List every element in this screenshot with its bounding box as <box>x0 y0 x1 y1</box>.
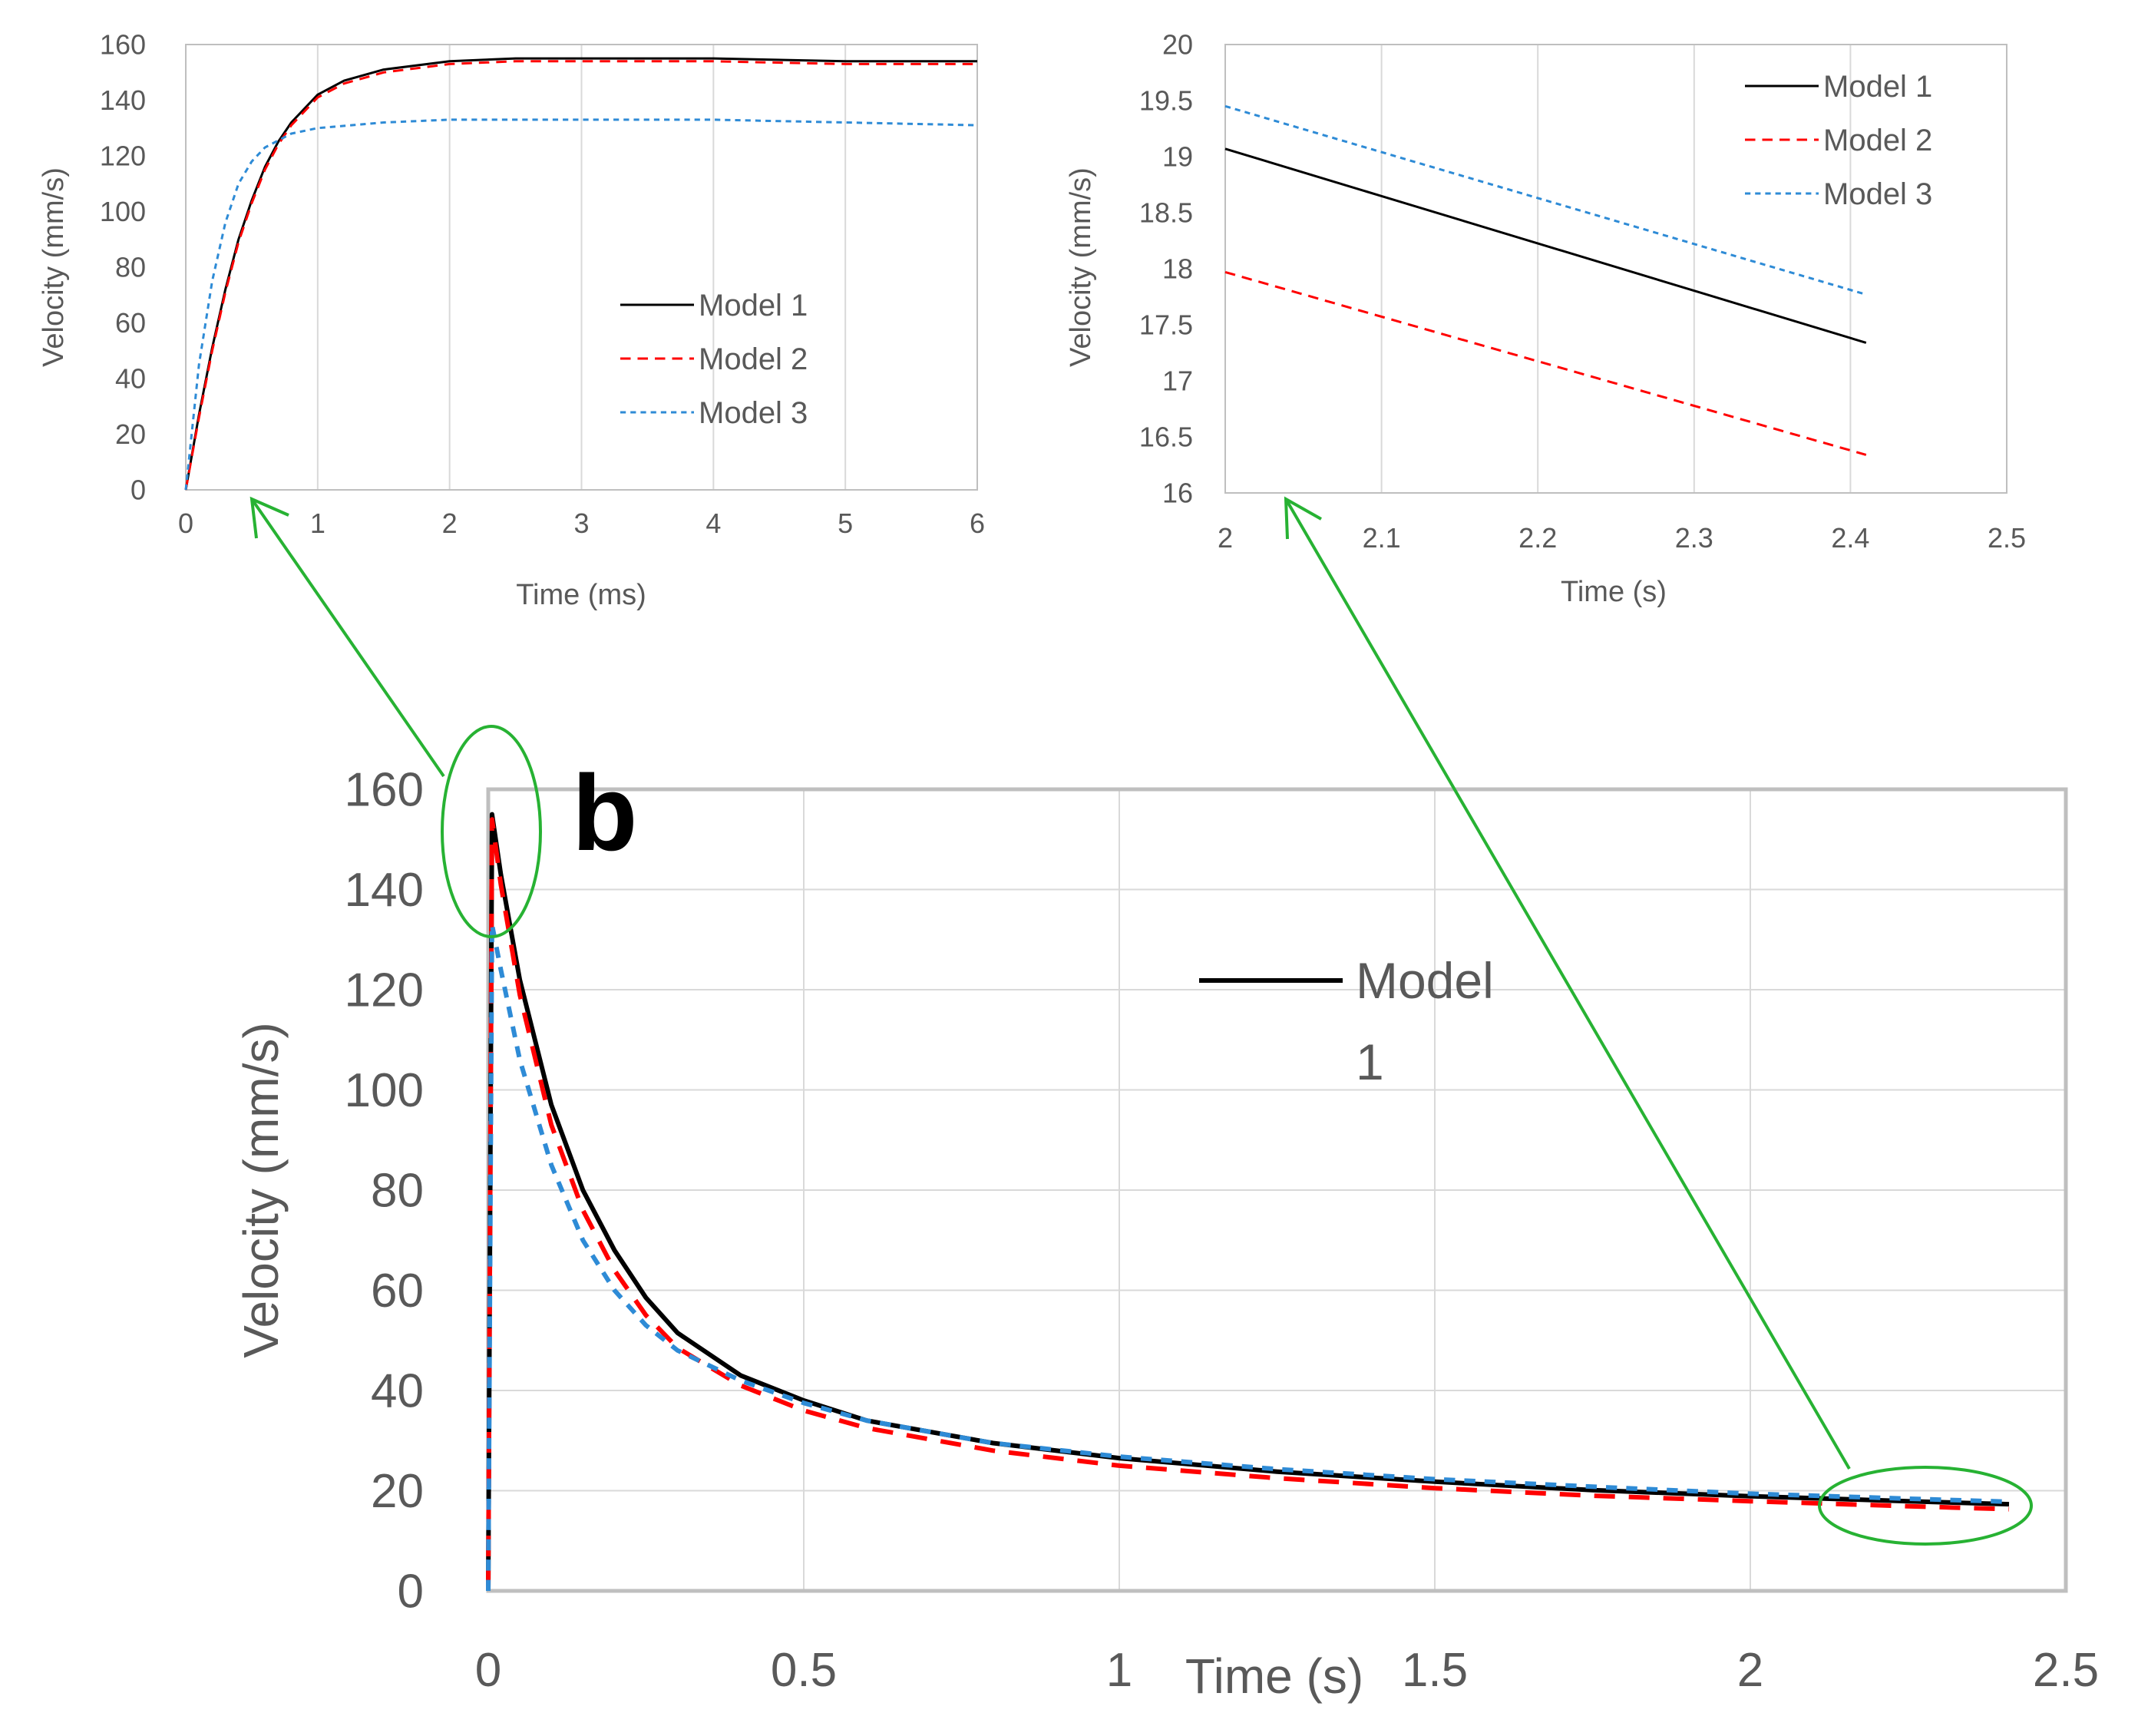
series-line-2 <box>486 817 2010 1592</box>
y-tick-label: 100 <box>100 196 146 227</box>
y-tick-label: 19.5 <box>1139 85 1193 117</box>
zoom-ellipse-start <box>441 725 542 938</box>
y-tick-label: 40 <box>115 363 146 395</box>
x-axis-label: Time (ms) <box>516 579 646 611</box>
y-tick-label: 16.5 <box>1139 422 1193 453</box>
callout-arrowhead-left <box>249 496 289 539</box>
y-tick-label: 60 <box>371 1265 424 1318</box>
callout-arrow-right <box>1284 498 1851 1470</box>
x-tick-label: 0 <box>178 508 193 539</box>
y-tick-label: 140 <box>100 84 146 116</box>
x-tick-label: 2.4 <box>1831 522 1869 554</box>
y-tick-label: 120 <box>100 141 146 172</box>
inset-chart-right: 2 2.1 2.2 2.3 2.4 2.5 16 16.5 17 17.5 18 18.5 19 19.5… <box>1065 29 2026 608</box>
x-tick-label: 1.5 <box>1402 1644 1468 1697</box>
y-tick-label: 18 <box>1162 253 1193 285</box>
series-line-3 <box>486 922 2010 1592</box>
y-tick-label: 80 <box>115 252 146 283</box>
y-tick-label: 20 <box>115 418 146 450</box>
x-tick-label: 5 <box>838 508 853 539</box>
y-axis-label: Velocity (mm/s) <box>1065 167 1097 367</box>
series-line-3 <box>1224 104 1867 296</box>
x-tick-label: 2 <box>442 508 458 539</box>
legend-label: Model 1 <box>1823 70 1932 104</box>
plot-frame <box>185 44 978 491</box>
y-tick-label: 17.5 <box>1139 309 1193 341</box>
y-tick-label: 120 <box>345 964 424 1017</box>
y-tick-label: 160 <box>345 764 424 817</box>
y-tick-label: 160 <box>100 29 146 61</box>
y-axis-label: Velocity (mm/s) <box>233 1022 289 1357</box>
callout-arrow-left <box>250 498 445 778</box>
x-tick-label: 0.5 <box>771 1644 837 1697</box>
y-axis-label: Velocity (mm/s) <box>38 167 70 367</box>
x-tick-label: 6 <box>970 508 985 539</box>
x-tick-label: 2 <box>1737 1644 1763 1697</box>
x-axis-label: Time (s) <box>1561 576 1667 608</box>
panel-label: b <box>572 752 638 873</box>
y-tick-label: 17 <box>1162 365 1193 397</box>
series-line-3 <box>184 118 978 491</box>
x-tick-label: 1 <box>1106 1644 1132 1697</box>
y-tick-label: 0 <box>398 1566 424 1619</box>
plot-frame <box>1224 44 2007 494</box>
y-tick-label: 16 <box>1162 478 1193 509</box>
legend-label: Model 2 <box>1823 124 1932 157</box>
y-tick-label: 100 <box>345 1064 424 1117</box>
x-tick-label: 2.5 <box>1988 522 2026 554</box>
y-tick-label: 20 <box>1162 29 1193 61</box>
series-line-1 <box>1224 147 1867 344</box>
main-chart-b: 0 0.5 1 1.5 2 2.5 0 20 40 60 80 100 120 140 160 Time (s… <box>233 752 2099 1704</box>
legend-label: Model <box>1356 952 1494 1009</box>
legend-label: Model 1 <box>699 289 808 322</box>
legend-label: 1 <box>1356 1033 1384 1090</box>
y-tick-label: 60 <box>115 307 146 339</box>
callout-arrowhead-right <box>1284 496 1322 540</box>
zoom-callouts <box>249 496 2033 1546</box>
zoom-ellipse-end <box>1818 1466 2033 1546</box>
y-tick-label: 80 <box>371 1165 424 1218</box>
x-tick-label: 3 <box>573 508 589 539</box>
y-tick-label: 18.5 <box>1139 197 1193 229</box>
series-line-1 <box>486 812 2010 1592</box>
y-tick-label: 19 <box>1162 141 1193 173</box>
x-tick-label: 0 <box>475 1644 501 1697</box>
y-tick-label: 140 <box>345 864 424 917</box>
y-tick-label: 0 <box>131 475 146 506</box>
x-tick-label: 2.5 <box>2033 1644 2099 1697</box>
y-tick-label: 20 <box>371 1465 424 1518</box>
legend-label: Model 3 <box>1823 177 1932 211</box>
x-tick-label: 4 <box>706 508 721 539</box>
y-tick-label: 40 <box>371 1365 424 1418</box>
x-tick-label: 2 <box>1218 522 1233 554</box>
x-axis-label: Time (s) <box>1185 1648 1363 1704</box>
x-tick-label: 2.2 <box>1518 522 1557 554</box>
x-tick-label: 1 <box>310 508 325 539</box>
legend-label: Model 2 <box>699 342 808 376</box>
x-tick-label: 2.3 <box>1675 522 1713 554</box>
series-line-2 <box>1224 270 1867 456</box>
legend-label: Model 3 <box>699 396 808 430</box>
x-tick-label: 2.1 <box>1363 522 1401 554</box>
series-line-2 <box>184 60 977 491</box>
